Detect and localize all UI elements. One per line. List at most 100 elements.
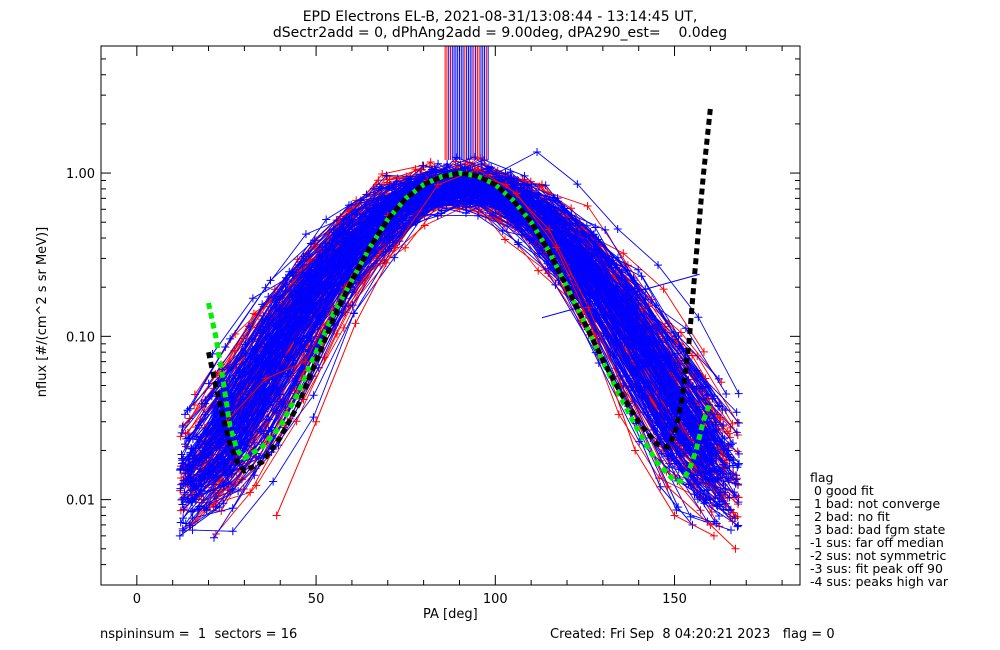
blue-spin-profile-marker bbox=[525, 236, 534, 245]
series-line-3 bbox=[276, 169, 715, 537]
blue-spin-profile-marker bbox=[369, 201, 378, 210]
blue-spin-profile-line bbox=[180, 181, 706, 523]
blue-spin-profile-marker bbox=[501, 169, 510, 178]
blue-spin-profile-marker bbox=[207, 392, 216, 401]
blue-spin-profile-marker bbox=[665, 463, 674, 472]
blue-spin-profile-marker bbox=[670, 366, 679, 375]
series-marker bbox=[552, 243, 561, 252]
blue-spin-profile-marker bbox=[734, 521, 743, 530]
blue-spin-profile-marker bbox=[234, 487, 243, 496]
blue-spin-profile-marker bbox=[437, 206, 446, 215]
blue-spin-profile-marker bbox=[705, 435, 714, 444]
blue-spin-profile-marker bbox=[720, 434, 729, 443]
red-spin-profile-marker bbox=[583, 201, 592, 210]
blue-spin-profile-marker bbox=[309, 413, 318, 422]
x-tick-label: 150 bbox=[662, 592, 687, 607]
red-spin-profile-marker bbox=[614, 410, 623, 419]
blue-spin-profile-marker bbox=[348, 301, 357, 310]
blue-spin-profile-marker bbox=[722, 470, 731, 479]
blue-spin-profile-marker bbox=[187, 467, 196, 476]
blue-spin-profile-line bbox=[190, 179, 716, 491]
blue-spin-profile-marker bbox=[180, 488, 189, 497]
red-spin-profile-marker bbox=[185, 414, 194, 423]
blue-spin-profile-marker bbox=[492, 169, 501, 178]
blue-spin-profile-marker bbox=[387, 184, 396, 193]
series-marker bbox=[175, 531, 184, 540]
blue-spin-profile-marker bbox=[201, 395, 210, 404]
blue-spin-profile-marker bbox=[200, 466, 209, 475]
blue-spin-profile-marker bbox=[248, 345, 257, 354]
flag-legend-item: -2 sus: not symmetric bbox=[810, 548, 947, 563]
blue-spin-profile-marker bbox=[584, 254, 593, 263]
blue-spin-profile-marker bbox=[617, 268, 626, 277]
blue-spin-profile-marker bbox=[342, 212, 351, 221]
red-spin-profile-marker bbox=[252, 481, 261, 490]
blue-spin-profile-marker bbox=[613, 253, 622, 262]
red-spin-profile-marker bbox=[659, 285, 668, 294]
x-tick-label: 100 bbox=[483, 592, 508, 607]
blue-spin-profile-marker bbox=[635, 437, 644, 446]
series-marker bbox=[731, 544, 740, 553]
blue-spin-profile-marker bbox=[725, 493, 734, 502]
blue-spin-profile-marker bbox=[281, 342, 290, 351]
blue-spin-profile-marker bbox=[185, 404, 194, 413]
blue-spin-profile-marker bbox=[241, 349, 250, 358]
blue-spin-profile-marker bbox=[730, 514, 739, 523]
blue-spin-profile-marker bbox=[240, 399, 249, 408]
blue-spin-profile-marker bbox=[731, 479, 740, 488]
blue-spin-profile-line bbox=[185, 187, 711, 468]
blue-spin-profile-marker bbox=[177, 495, 186, 504]
blue-spin-profile-marker bbox=[721, 499, 730, 508]
blue-spin-profile-marker bbox=[328, 241, 337, 250]
series-marker bbox=[390, 243, 399, 252]
blue-spin-profile-marker bbox=[669, 380, 678, 389]
blue-spin-profile-marker bbox=[703, 486, 712, 495]
blue-spin-profile-marker bbox=[622, 306, 631, 315]
flag-legend-item: 1 bad: not converge bbox=[810, 496, 941, 511]
blue-spin-profile-marker bbox=[700, 475, 709, 484]
blue-spin-profile-marker bbox=[176, 484, 185, 493]
chart-title: EPD Electrons EL-B, 2021-08-31/13:08:44 … bbox=[302, 9, 698, 25]
blue-spin-profile-marker bbox=[466, 199, 475, 208]
series-marker bbox=[261, 374, 270, 383]
blue-spin-profile-marker bbox=[670, 456, 679, 465]
blue-spin-profile-marker bbox=[362, 200, 371, 209]
blue-spin-profile-marker bbox=[278, 293, 287, 302]
blue-spin-profile-marker bbox=[733, 522, 742, 531]
series-marker bbox=[351, 319, 360, 328]
series-marker bbox=[215, 503, 224, 512]
blue-spin-profile-marker bbox=[375, 216, 384, 225]
blue-spin-profile-marker bbox=[589, 230, 598, 239]
blue-spin-profile-line bbox=[185, 183, 710, 485]
blue-spin-profile-marker bbox=[509, 174, 518, 183]
blue-spin-profile-marker bbox=[427, 165, 436, 174]
blue-spin-profile-marker bbox=[217, 455, 226, 464]
blue-spin-profile-marker bbox=[634, 265, 643, 274]
blue-spin-profile-marker bbox=[342, 270, 351, 279]
blue-spin-profile-marker bbox=[509, 182, 518, 191]
blue-spin-profile-line bbox=[201, 159, 727, 444]
blue-spin-profile-line bbox=[204, 193, 730, 479]
outlier-line bbox=[541, 273, 700, 319]
blue-spin-profile-marker bbox=[724, 506, 733, 515]
blue-spin-profile-marker bbox=[711, 477, 720, 486]
blue-spin-profile-marker bbox=[601, 301, 610, 310]
blue-spin-profile-marker bbox=[323, 290, 332, 299]
blue-spin-profile-marker bbox=[261, 402, 270, 411]
series-marker bbox=[674, 503, 683, 512]
blue-spin-profile-marker bbox=[347, 210, 356, 219]
blue-spin-profile-marker bbox=[718, 460, 727, 469]
red-spin-profile-marker bbox=[728, 419, 737, 428]
blue-spin-profile-marker bbox=[224, 478, 233, 487]
blue-spin-profile-marker bbox=[176, 465, 185, 474]
blue-spin-profile-marker bbox=[442, 201, 451, 210]
blue-spin-profile-marker bbox=[710, 434, 719, 443]
blue-spin-profile-marker bbox=[330, 287, 339, 296]
blue-spin-profile-marker bbox=[243, 442, 252, 451]
blue-spin-profile-marker bbox=[200, 410, 209, 419]
blue-spin-profile-marker bbox=[716, 488, 725, 497]
blue-spin-profile-marker bbox=[715, 497, 724, 506]
blue-spin-profile-marker bbox=[177, 428, 186, 437]
blue-spin-profile-marker bbox=[196, 433, 205, 442]
blue-spin-profile-marker bbox=[721, 488, 730, 497]
